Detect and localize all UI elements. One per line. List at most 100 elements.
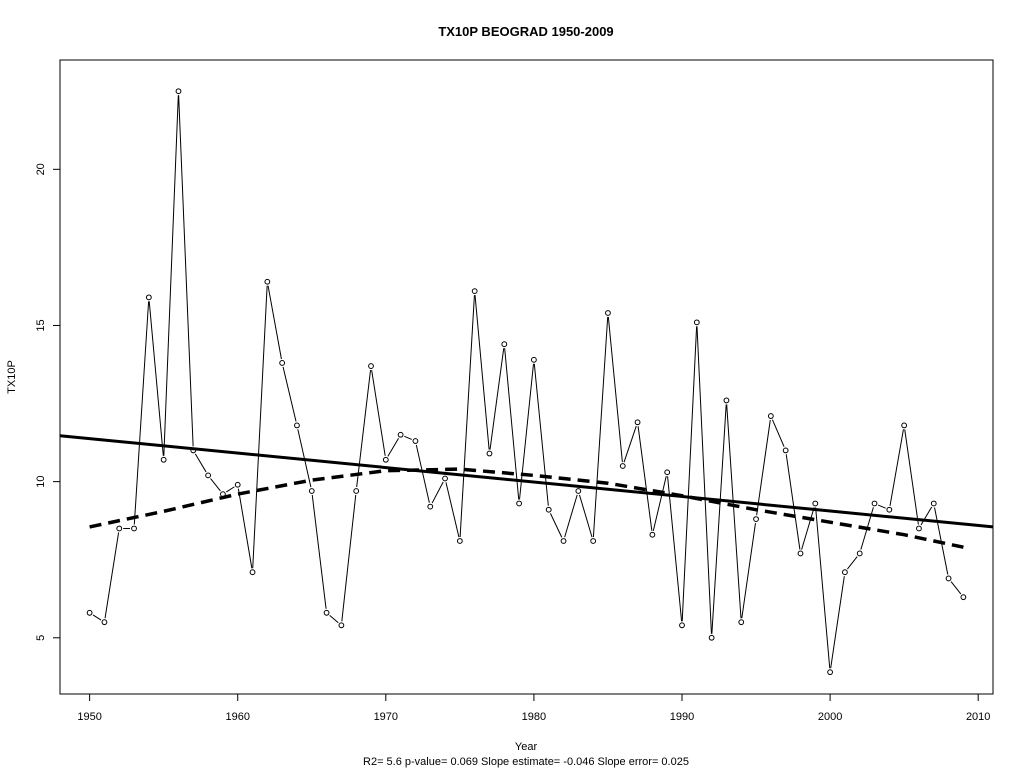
series-segment (504, 348, 520, 500)
data-point (234, 481, 241, 488)
series-segment (341, 494, 357, 622)
series-segment (519, 363, 534, 500)
trend-line (59, 434, 994, 529)
series-segment (178, 95, 194, 447)
data-point (116, 525, 123, 532)
data-point (486, 450, 493, 457)
series-segment (549, 513, 563, 538)
series-segment (282, 366, 297, 422)
data-point (101, 619, 108, 626)
series-segment (226, 486, 235, 493)
data-point (442, 475, 448, 482)
series-segment (637, 426, 653, 531)
data-point (323, 609, 330, 616)
series-segment (889, 429, 904, 506)
series-segment (950, 581, 962, 595)
data-point (886, 506, 893, 513)
y-axis-label: TX10P (6, 360, 18, 394)
series-segment (904, 429, 919, 525)
series-segment (801, 507, 815, 550)
x-tick-label: 1970 (374, 711, 398, 723)
series-segment (474, 295, 490, 450)
y-tick-label: 10 (35, 476, 47, 488)
data-point (649, 531, 656, 538)
data-point (353, 488, 360, 494)
chart-footnote: R2= 5.6 p-value= 0.069 Slope estimate= -… (363, 756, 689, 768)
series-segment (329, 614, 339, 624)
series-segment (163, 95, 179, 456)
x-tick-label: 1990 (670, 711, 694, 723)
data-point (634, 419, 641, 426)
series-segment (267, 285, 282, 360)
series-segment (194, 453, 207, 473)
data-point (382, 456, 389, 463)
data-point (945, 575, 952, 582)
data-point (767, 413, 774, 419)
series-segment (415, 444, 430, 503)
data-point (782, 447, 789, 454)
data-point (856, 550, 863, 557)
x-axis: 1950 1960 1970 1980 1990 2000 2010 (77, 693, 990, 723)
series-segment (578, 494, 593, 538)
data-point (930, 500, 937, 507)
series-segment (237, 488, 253, 569)
data-point (160, 456, 167, 463)
data-point (294, 422, 300, 429)
data-point (664, 469, 671, 476)
series-segment (387, 437, 400, 457)
data-point (560, 538, 567, 544)
series-segment (667, 476, 683, 622)
data-point (205, 472, 211, 479)
data-point (708, 634, 715, 641)
data-point (590, 538, 597, 544)
data-point (456, 538, 463, 544)
data-point (175, 88, 182, 95)
data-point (901, 422, 908, 429)
x-tick-label: 1950 (77, 711, 101, 723)
series-segment (785, 454, 801, 550)
series-segment (756, 419, 771, 516)
data-point (797, 550, 804, 557)
series-segment (623, 425, 637, 463)
series-segment (92, 614, 102, 621)
data-point (738, 619, 745, 626)
data-point (516, 500, 522, 507)
series-segment (652, 476, 667, 531)
series-segment (445, 482, 460, 538)
smoothed-line (89, 467, 964, 549)
data-point (723, 397, 730, 404)
series-segment (148, 301, 164, 456)
series-segment (878, 504, 886, 509)
data-point (264, 278, 271, 285)
chart-title: TX10P BEOGRAD 1950-2009 (438, 24, 613, 39)
series-segment (830, 576, 845, 669)
data-point (145, 294, 152, 301)
series-segment (210, 478, 221, 492)
data-point (412, 438, 419, 444)
series-segment (431, 481, 444, 504)
data-point (753, 516, 759, 523)
series-segment (404, 435, 412, 440)
series-segment (681, 326, 698, 622)
y-tick-label: 5 (35, 635, 47, 641)
data-point (338, 622, 345, 629)
data-point (308, 488, 315, 494)
y-axis: 5 10 15 20 (35, 163, 61, 641)
series-segment (371, 369, 386, 456)
data-point (86, 609, 93, 616)
data-point (693, 319, 700, 326)
data-point (279, 360, 286, 366)
data-point (531, 356, 537, 363)
plot-frame (59, 59, 994, 695)
data-point (605, 310, 611, 316)
series-segment (741, 522, 756, 619)
data-point (545, 506, 552, 513)
series-segment (104, 532, 120, 619)
series-segment (726, 404, 742, 619)
data-point (960, 594, 967, 601)
series-segment (711, 404, 727, 634)
data-point (842, 569, 848, 576)
series-segment (356, 369, 372, 488)
series-layer (59, 88, 994, 676)
